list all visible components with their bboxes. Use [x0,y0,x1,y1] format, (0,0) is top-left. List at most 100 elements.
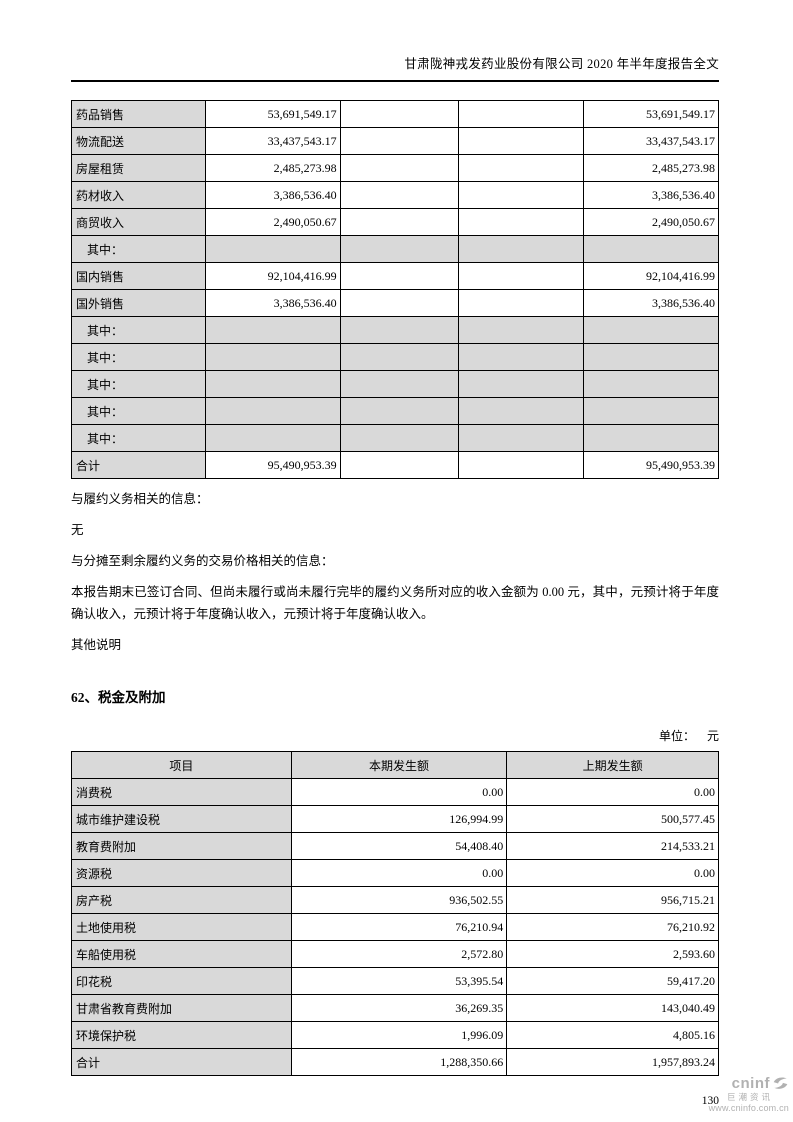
cninfo-url: www.cninfo.com.cn [708,1103,789,1113]
row-label: 其中： [71,343,206,371]
row-value [339,235,460,263]
row-label: 其中： [71,424,206,452]
row-value [339,262,460,290]
tax-item-label: 环境保护税 [71,1021,292,1049]
tax-prior-value: 956,715.21 [506,886,719,914]
tax-item-label: 土地使用税 [71,913,292,941]
tax-prior-value: 0.00 [506,778,719,806]
revenue-table-row: 其中： [71,316,719,344]
row-value [583,424,719,452]
row-label: 其中： [71,235,206,263]
row-value [339,343,460,371]
row-value [458,181,585,209]
tax-current-value: 54,408.40 [290,832,508,860]
tax-prior-value: 500,577.45 [506,805,719,833]
row-value [204,424,341,452]
row-value [339,289,460,317]
row-label: 物流配送 [71,127,206,155]
row-label: 药品销售 [71,100,206,128]
tax-table-row: 车船使用税 2,572.80 2,593.60 [71,940,719,968]
unit-value: 元 [706,729,719,743]
row-value [339,316,460,344]
note-other-explanation: 其他说明 [71,638,122,652]
tax-current-value: 936,502.55 [290,886,508,914]
tax-prior-value: 76,210.92 [506,913,719,941]
row-value: 2,485,273.98 [583,154,719,182]
row-value [204,316,341,344]
row-value: 53,691,549.17 [204,100,341,128]
row-label: 国内销售 [71,262,206,290]
note-performance-obligation-info: 与履约义务相关的信息： [71,492,209,506]
row-value [458,370,585,398]
unit-line: 单位： 元 [71,727,719,744]
tax-table-row: 房产税 936,502.55 956,715.21 [71,886,719,914]
row-value: 53,691,549.17 [583,100,719,128]
taxes-and-surcharges-table: 项目 本期发生额 上期发生额 消费税 0.00 0.00 城市维护建设税 126,994… [71,751,719,1076]
cninfo-brand-row: cninf [709,1076,789,1091]
row-value: 2,490,050.67 [583,208,719,236]
tax-current-value: 126,994.99 [290,805,508,833]
revenue-table-row: 药材收入 3,386,536.40 3,386,536.40 [71,181,719,209]
row-value: 33,437,543.17 [204,127,341,155]
tax-item-label: 印花税 [71,967,292,995]
tax-table-row: 教育费附加 54,408.40 214,533.21 [71,832,719,860]
note-remaining-obligation-info: 与分摊至剩余履约义务的交易价格相关的信息： [71,554,334,568]
row-value [583,343,719,371]
revenue-table-row: 其中： [71,235,719,263]
revenue-table-row: 其中： [71,397,719,425]
row-value [458,208,585,236]
tax-current-value: 53,395.54 [290,967,508,995]
header-item: 项目 [71,751,292,779]
revenue-table-row: 商贸收入 2,490,050.67 2,490,050.67 [71,208,719,236]
row-value: 3,386,536.40 [583,181,719,209]
revenue-table-row: 物流配送 33,437,543.17 33,437,543.17 [71,127,719,155]
tax-table-row: 环境保护税 1,996.09 4,805.16 [71,1021,719,1049]
row-value [339,370,460,398]
page-content: 甘肃陇神戎发药业股份有限公司 2020 年半年度报告全文 药品销售 53,691,… [71,0,719,1107]
tax-table-row: 城市维护建设税 126,994.99 500,577.45 [71,805,719,833]
tax-current-value: 2,572.80 [290,940,508,968]
document-header-title: 甘肃陇神戎发药业股份有限公司 2020 年半年度报告全文 [71,0,719,82]
row-label: 国外销售 [71,289,206,317]
tax-prior-value: 214,533.21 [506,832,719,860]
row-value [458,424,585,452]
row-value [339,154,460,182]
tax-item-label: 合计 [71,1048,292,1076]
row-value [458,397,585,425]
revenue-table-row: 合计 95,490,953.39 95,490,953.39 [71,451,719,479]
tax-current-value: 0.00 [290,859,508,887]
tax-item-label: 教育费附加 [71,832,292,860]
row-value [583,370,719,398]
tax-prior-value: 0.00 [506,859,719,887]
row-value [204,370,341,398]
row-value [339,181,460,209]
tax-item-label: 甘肃省教育费附加 [71,994,292,1022]
row-label: 其中： [71,370,206,398]
row-value: 92,104,416.99 [204,262,341,290]
row-value [339,397,460,425]
row-value [458,154,585,182]
row-value [583,397,719,425]
row-value: 3,386,536.40 [204,181,341,209]
tax-item-label: 房产税 [71,886,292,914]
header-current-period: 本期发生额 [290,751,508,779]
tax-table-row: 甘肃省教育费附加 36,269.35 143,040.49 [71,994,719,1022]
row-value [204,235,341,263]
tax-table-header-row: 项目 本期发生额 上期发生额 [71,751,719,779]
row-value: 2,490,050.67 [204,208,341,236]
row-value [339,100,460,128]
row-value: 3,386,536.40 [583,289,719,317]
row-label: 房屋租赁 [71,154,206,182]
cninfo-watermark: cninf 巨潮资讯 www.cninfo.com.cn [709,1076,789,1114]
tax-prior-value: 4,805.16 [506,1021,719,1049]
row-value [458,451,585,479]
row-value: 95,490,953.39 [204,451,341,479]
tax-item-label: 消费税 [71,778,292,806]
tax-table-row: 合计 1,288,350.66 1,957,893.24 [71,1048,719,1076]
unit-label: 单位： [658,729,695,743]
revenue-table-row: 药品销售 53,691,549.17 53,691,549.17 [71,100,719,128]
section-heading-taxes: 62、税金及附加 [71,690,166,705]
row-value [458,262,585,290]
revenue-table-row: 国内销售 92,104,416.99 92,104,416.99 [71,262,719,290]
